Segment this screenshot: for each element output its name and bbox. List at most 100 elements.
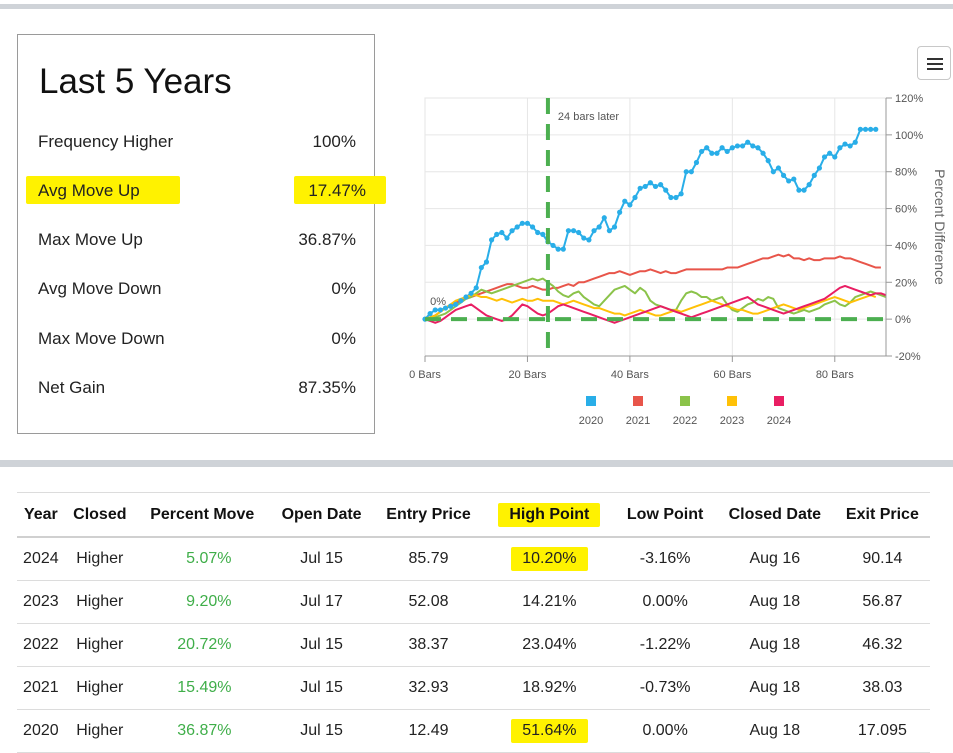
data-point-2020 bbox=[499, 230, 504, 235]
data-point-2020 bbox=[735, 143, 740, 148]
data-point-2020 bbox=[653, 184, 658, 189]
data-point-2020 bbox=[822, 154, 827, 159]
y-tick-label: -20% bbox=[895, 351, 921, 363]
table-row: 2021 Higher 15.49% Jul 15 32.93 18.92% -0.73% A… bbox=[17, 667, 930, 710]
x-tick-label: 0 Bars bbox=[409, 369, 441, 381]
cell-entry-price: 52.08 bbox=[374, 581, 484, 624]
highlight-marker: High Point bbox=[498, 503, 600, 527]
data-point-2020 bbox=[597, 224, 602, 229]
data-point-2020 bbox=[617, 210, 622, 215]
cell-exit-price: 17.095 bbox=[835, 710, 930, 753]
cell-year: 2022 bbox=[17, 624, 65, 667]
cell-entry-price: 85.79 bbox=[374, 537, 484, 581]
cell-value: 10.20% bbox=[522, 550, 576, 567]
data-point-2020 bbox=[776, 165, 781, 170]
data-point-2020 bbox=[786, 178, 791, 183]
cell-open-date: Jul 15 bbox=[270, 537, 374, 581]
data-point-2020 bbox=[576, 230, 581, 235]
chart-legend: 2020 2021 2022 2023 2024 bbox=[579, 396, 791, 427]
bars-later-label: 24 bars later bbox=[558, 111, 619, 123]
percent-difference-chart: 0%24 bars later -20%0%20%40%60%80%100%12… bbox=[395, 85, 953, 435]
data-point-2020 bbox=[842, 141, 847, 146]
data-point-2020 bbox=[750, 143, 755, 148]
data-point-2020 bbox=[668, 195, 673, 200]
cell-exit-price: 46.32 bbox=[835, 624, 930, 667]
data-point-2020 bbox=[525, 221, 530, 226]
data-point-2020 bbox=[494, 232, 499, 237]
section-divider bbox=[0, 460, 953, 467]
cell-closed: Higher bbox=[65, 624, 135, 667]
cell-exit-price: 90.14 bbox=[835, 537, 930, 581]
cell-percent-move: 36.87% bbox=[135, 710, 270, 753]
x-tick-label: 40 Bars bbox=[611, 369, 649, 381]
data-point-2020 bbox=[801, 188, 806, 193]
legend-label-2024: 2024 bbox=[767, 415, 791, 427]
highlight-marker: 51.64% bbox=[511, 719, 587, 743]
cell-low-point: -3.16% bbox=[615, 537, 715, 581]
y-tick-label: 80% bbox=[895, 167, 917, 179]
series-line-2020 bbox=[425, 129, 876, 319]
cell-closed-date: Aug 18 bbox=[715, 581, 835, 624]
data-point-2020 bbox=[684, 169, 689, 174]
table-row: 2023 Higher 9.20% Jul 17 52.08 14.21% 0.00% Aug… bbox=[17, 581, 930, 624]
history-table-wrap: Year Closed Percent Move Open Date Entry… bbox=[17, 492, 930, 753]
data-point-2020 bbox=[458, 298, 463, 303]
data-point-2020 bbox=[479, 265, 484, 270]
hamburger-menu-icon bbox=[927, 68, 943, 70]
table-header-row: Year Closed Percent Move Open Date Entry… bbox=[17, 493, 930, 538]
data-point-2020 bbox=[622, 199, 627, 204]
data-point-2020 bbox=[679, 191, 684, 196]
data-point-2020 bbox=[612, 224, 617, 229]
data-point-2020 bbox=[832, 154, 837, 159]
cell-high-point: 14.21% bbox=[483, 581, 615, 624]
legend-label-2023: 2023 bbox=[720, 415, 744, 427]
data-point-2020 bbox=[766, 158, 771, 163]
data-point-2020 bbox=[771, 169, 776, 174]
cell-entry-price: 32.93 bbox=[374, 667, 484, 710]
data-point-2020 bbox=[796, 188, 801, 193]
cell-open-date: Jul 15 bbox=[270, 667, 374, 710]
legend-swatch-2021 bbox=[633, 396, 643, 406]
data-point-2020 bbox=[469, 291, 474, 296]
stat-row-max-move-up: Max Move Up 36.87% bbox=[18, 225, 376, 255]
data-point-2020 bbox=[694, 160, 699, 165]
cell-closed: Higher bbox=[65, 710, 135, 753]
data-point-2020 bbox=[581, 235, 586, 240]
chart-series bbox=[422, 127, 886, 323]
header-open-date: Open Date bbox=[270, 493, 374, 538]
y-tick-label: 20% bbox=[895, 277, 917, 289]
stat-label: Avg Move Up bbox=[38, 181, 140, 201]
data-point-2020 bbox=[515, 224, 520, 229]
cell-year: 2021 bbox=[17, 667, 65, 710]
stat-value: 87.35% bbox=[298, 378, 356, 398]
data-point-2020 bbox=[827, 151, 832, 156]
cell-year: 2020 bbox=[17, 710, 65, 753]
chart-menu-button[interactable] bbox=[917, 46, 951, 80]
legend-label-2021: 2021 bbox=[626, 415, 650, 427]
stat-value: 17.47% bbox=[308, 181, 366, 201]
y-tick-label: 40% bbox=[895, 240, 917, 252]
cell-year: 2023 bbox=[17, 581, 65, 624]
cell-low-point: -0.73% bbox=[615, 667, 715, 710]
stat-value: 36.87% bbox=[298, 230, 356, 250]
data-point-2020 bbox=[755, 145, 760, 150]
data-point-2020 bbox=[699, 149, 704, 154]
zero-annotation: 0% bbox=[430, 296, 446, 308]
stat-row-max-move-down: Max Move Down 0% bbox=[18, 324, 376, 354]
x-tick-label: 20 Bars bbox=[508, 369, 546, 381]
data-point-2020 bbox=[463, 294, 468, 299]
stat-value: 100% bbox=[313, 132, 356, 152]
data-point-2020 bbox=[853, 140, 858, 145]
cell-percent-move: 15.49% bbox=[135, 667, 270, 710]
data-point-2020 bbox=[817, 165, 822, 170]
data-point-2020 bbox=[561, 247, 566, 252]
header-year: Year bbox=[17, 493, 65, 538]
header-entry-price: Entry Price bbox=[374, 493, 484, 538]
y-tick-label: 120% bbox=[895, 93, 923, 105]
stat-label: Max Move Down bbox=[38, 329, 165, 349]
data-point-2020 bbox=[837, 145, 842, 150]
data-point-2020 bbox=[520, 221, 525, 226]
stat-label: Frequency Higher bbox=[38, 132, 173, 152]
cell-closed: Higher bbox=[65, 581, 135, 624]
cell-exit-price: 56.87 bbox=[835, 581, 930, 624]
